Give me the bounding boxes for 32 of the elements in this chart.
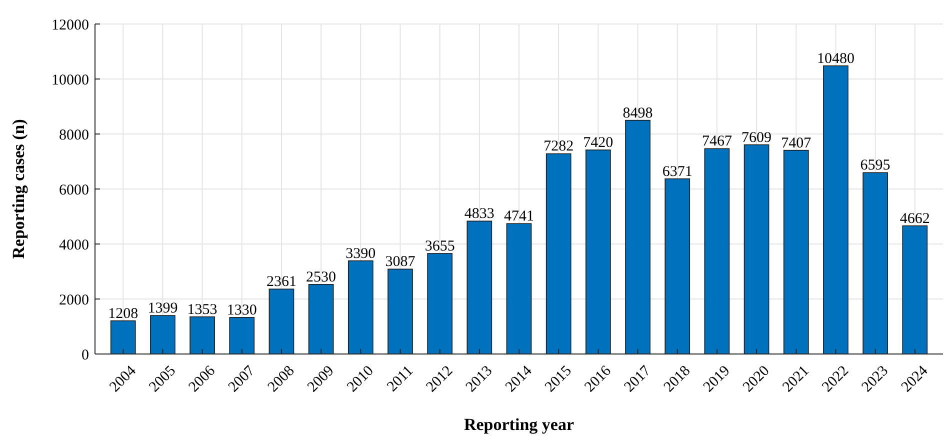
y-axis-title: Reporting cases (n)	[9, 119, 28, 259]
data-label: 1399	[148, 300, 178, 317]
data-label: 3087	[385, 254, 416, 270]
data-label: 7467	[702, 134, 732, 150]
data-label: 7282	[544, 138, 574, 155]
x-axis-title: Reporting year	[464, 415, 574, 434]
data-label: 1353	[187, 302, 218, 318]
y-tick-label: 12000	[52, 17, 89, 34]
data-label: 4741	[504, 208, 534, 225]
y-tick-label: 0	[82, 347, 89, 364]
data-label: 3655	[424, 238, 455, 254]
data-label: 2530	[306, 269, 336, 286]
data-label: 4833	[464, 206, 494, 222]
x-tick-label: 2011	[384, 362, 416, 396]
y-tick-label: 8000	[59, 127, 89, 144]
data-label: 7609	[742, 130, 772, 146]
data-label: 7420	[583, 134, 614, 151]
data-label: 6371	[662, 164, 692, 180]
data-label: 6595	[860, 158, 890, 174]
y-tick-label: 6000	[59, 182, 89, 198]
data-label: 10480	[816, 50, 854, 67]
data-label: 1330	[226, 302, 257, 318]
data-label: 3390	[346, 246, 376, 262]
y-tick-label: 2000	[59, 292, 89, 308]
data-label: 2361	[266, 274, 296, 290]
y-tick-label: 10000	[52, 72, 89, 88]
data-label: 7407	[781, 135, 812, 152]
data-label: 1208	[108, 306, 138, 322]
y-tick-label: 4000	[59, 237, 89, 254]
x-tick-label: 2021	[780, 362, 812, 396]
data-label: 8498	[622, 105, 653, 122]
data-label: 4662	[900, 210, 930, 227]
